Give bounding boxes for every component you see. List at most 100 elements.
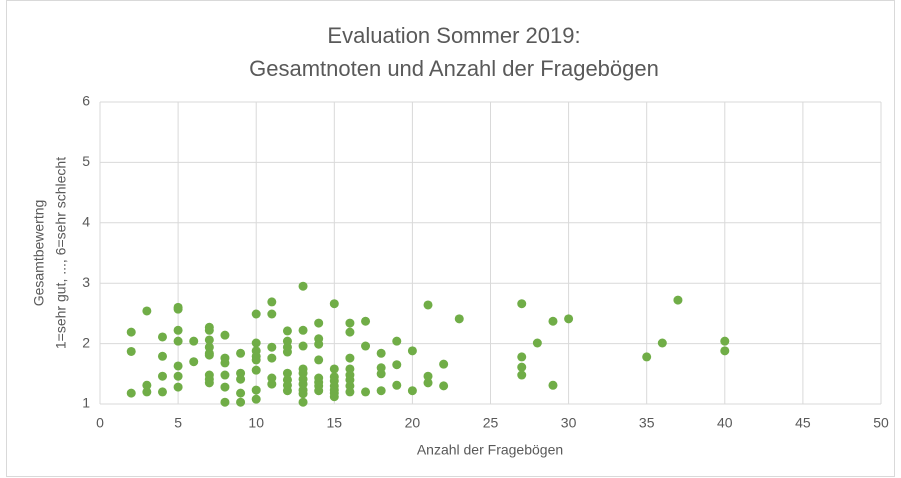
- point: [251, 394, 261, 404]
- x-axis-label: Anzahl der Fragebögen: [417, 442, 563, 458]
- x-tick-label: 50: [873, 415, 889, 431]
- point: [173, 304, 183, 314]
- x-tick-label: 45: [795, 415, 811, 431]
- point: [517, 299, 527, 309]
- point: [173, 382, 183, 392]
- x-tick-label: 15: [327, 415, 343, 431]
- point: [251, 355, 261, 365]
- point: [517, 352, 527, 362]
- point: [126, 346, 136, 356]
- point: [282, 386, 292, 396]
- point: [204, 378, 214, 388]
- point: [267, 342, 277, 352]
- point: [142, 380, 152, 390]
- point: [236, 397, 246, 407]
- x-tick-label: 20: [405, 415, 421, 431]
- point: [298, 389, 308, 399]
- point: [392, 336, 402, 346]
- chart-title: Evaluation Sommer 2019:: [327, 23, 580, 48]
- point: [204, 325, 214, 335]
- x-tick-label: 25: [483, 415, 499, 431]
- y-axis-label: 1=sehr gut, ..., 6=sehr schlecht: [53, 157, 69, 349]
- point: [251, 365, 261, 375]
- point: [439, 381, 449, 391]
- x-tick-label: 30: [561, 415, 577, 431]
- y-tick-label: 1: [82, 395, 90, 411]
- point: [298, 281, 308, 291]
- x-tick-label: 35: [639, 415, 655, 431]
- point: [392, 360, 402, 370]
- point: [407, 386, 417, 396]
- point: [173, 361, 183, 371]
- point: [423, 300, 433, 310]
- point: [642, 352, 652, 362]
- point: [236, 348, 246, 358]
- point: [142, 387, 152, 397]
- point: [236, 374, 246, 384]
- point: [173, 371, 183, 381]
- point: [267, 297, 277, 307]
- point: [220, 370, 230, 380]
- point: [314, 318, 324, 328]
- point: [314, 386, 324, 396]
- point: [189, 357, 199, 367]
- x-tick-label: 5: [174, 415, 182, 431]
- point: [454, 314, 464, 324]
- point: [189, 336, 199, 346]
- point: [282, 326, 292, 336]
- point: [220, 397, 230, 407]
- point: [298, 341, 308, 351]
- point: [173, 336, 183, 346]
- point: [267, 353, 277, 363]
- point: [157, 371, 167, 381]
- point: [376, 386, 386, 396]
- y-tick-label: 4: [82, 214, 90, 230]
- point: [376, 348, 386, 358]
- point: [329, 364, 339, 374]
- point: [157, 387, 167, 397]
- point: [361, 341, 371, 351]
- point: [517, 362, 527, 372]
- point: [251, 309, 261, 319]
- point: [517, 370, 527, 380]
- point: [220, 330, 230, 340]
- point: [220, 358, 230, 368]
- point: [282, 347, 292, 357]
- point: [423, 371, 433, 381]
- point: [532, 338, 542, 348]
- point: [251, 338, 261, 348]
- point: [236, 388, 246, 398]
- point: [673, 295, 683, 305]
- point: [142, 306, 152, 316]
- point: [407, 346, 417, 356]
- point: [267, 379, 277, 389]
- point: [376, 369, 386, 379]
- x-tick-label: 10: [248, 415, 264, 431]
- point: [314, 355, 324, 365]
- point: [361, 387, 371, 397]
- point: [345, 387, 355, 397]
- point: [657, 338, 667, 348]
- point: [282, 368, 292, 378]
- point: [548, 380, 558, 390]
- point: [126, 388, 136, 398]
- y-tick-label: 6: [82, 93, 90, 109]
- point: [564, 314, 574, 324]
- point: [329, 299, 339, 309]
- point: [204, 335, 214, 345]
- x-tick-label: 40: [717, 415, 733, 431]
- point: [345, 353, 355, 363]
- point: [298, 325, 308, 335]
- point: [220, 382, 230, 392]
- point: [345, 318, 355, 328]
- point: [173, 325, 183, 335]
- chart-border: [6, 0, 895, 477]
- point: [361, 316, 371, 326]
- point: [298, 397, 308, 407]
- x-tick-label: 0: [96, 415, 104, 431]
- point: [439, 359, 449, 369]
- point: [157, 351, 167, 361]
- point: [314, 339, 324, 349]
- y-axis-label: Gesamtbewertng: [31, 200, 47, 307]
- point: [720, 336, 730, 346]
